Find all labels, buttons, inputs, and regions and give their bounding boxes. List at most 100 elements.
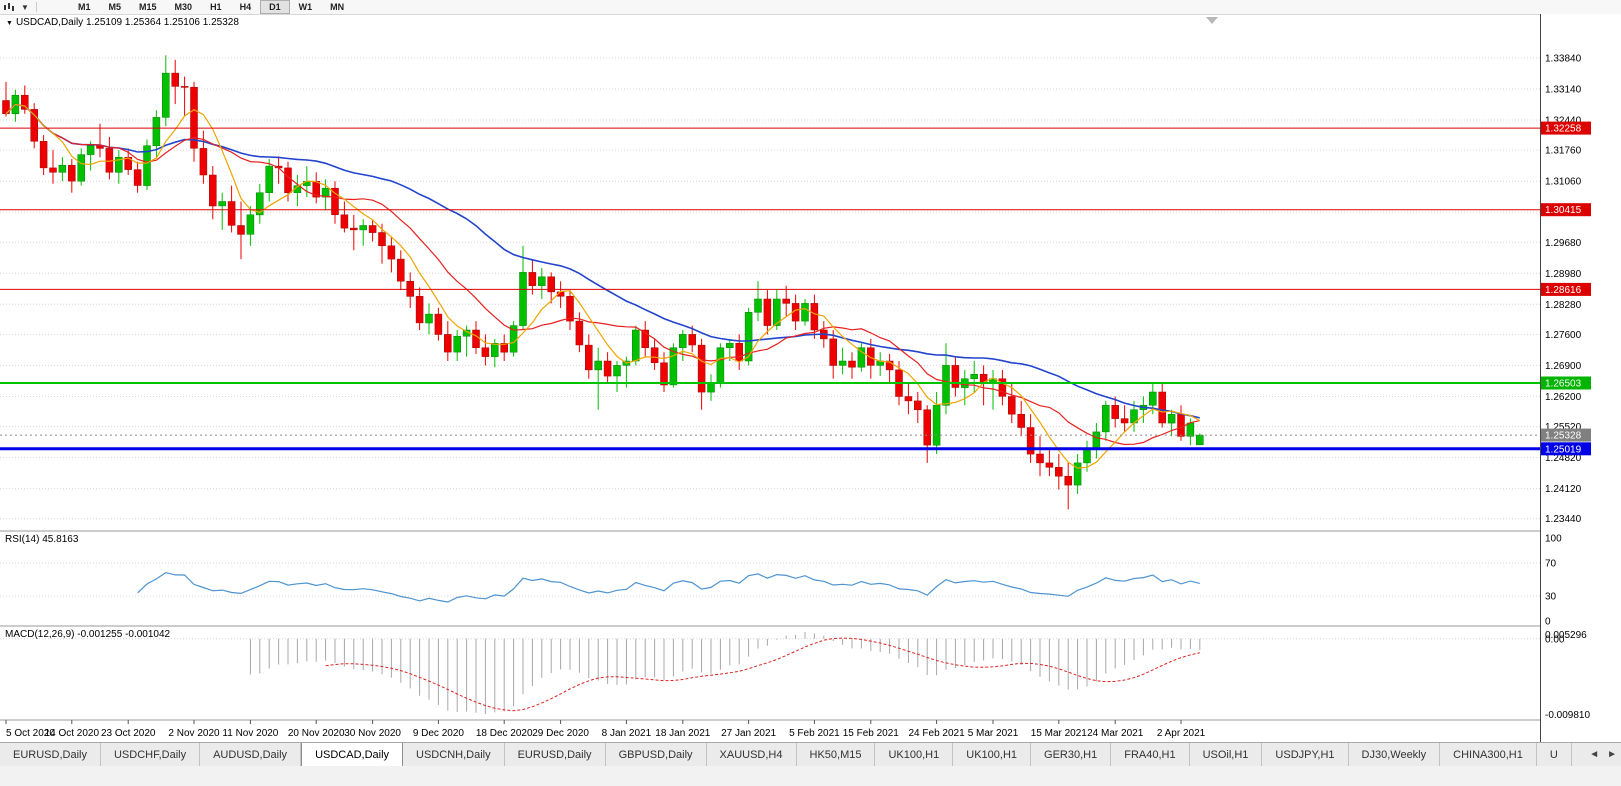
- svg-text:1.26503: 1.26503: [1545, 379, 1582, 390]
- svg-text:1.33840: 1.33840: [1545, 54, 1582, 65]
- svg-text:5 Mar 2021: 5 Mar 2021: [968, 728, 1019, 739]
- tab-eurusd-daily[interactable]: EURUSD,Daily: [0, 743, 101, 767]
- tab-usdcnh-daily[interactable]: USDCNH,Daily: [403, 743, 505, 767]
- tab-audusd-daily[interactable]: AUDUSD,Daily: [200, 743, 302, 767]
- timeframe-button-group: M1 M5 M15 M30 H1 H4 D1 W1 MN: [69, 0, 353, 14]
- tab-scroll-right-icon[interactable]: ►: [1607, 748, 1617, 760]
- timeframe-button-mn[interactable]: MN: [330, 2, 345, 12]
- window-bottom-strip: [0, 766, 1621, 786]
- svg-text:8 Jan 2021: 8 Jan 2021: [602, 728, 652, 739]
- ohlc-quote-line: 1.25109 1.25364 1.25106 1.25328: [85, 17, 239, 28]
- svg-text:1.25520: 1.25520: [1545, 422, 1582, 433]
- tab-usdchf-daily[interactable]: USDCHF,Daily: [100, 743, 201, 767]
- svg-text:5 Oct 2020: 5 Oct 2020: [6, 728, 55, 739]
- svg-text:1.31760: 1.31760: [1545, 146, 1582, 157]
- svg-text:29 Dec 2020: 29 Dec 2020: [532, 728, 589, 739]
- svg-text:27 Jan 2021: 27 Jan 2021: [721, 728, 776, 739]
- top-toolbar: ▼ M1 M5 M15 M30 H1 H4 D1 W1 MN: [0, 0, 1621, 15]
- chart-shift-marker-icon[interactable]: [1206, 17, 1218, 24]
- candles-layer: [2, 55, 1204, 510]
- svg-text:9 Dec 2020: 9 Dec 2020: [413, 728, 465, 739]
- timeframe-button-d1[interactable]: D1: [260, 0, 290, 14]
- tab-xauusd-h4[interactable]: XAUUSD,H4: [706, 743, 797, 767]
- chart-tabs: EURUSD,Daily USDCHF,Daily AUDUSD,Daily USDC…: [0, 743, 1572, 767]
- svg-text:24 Mar 2021: 24 Mar 2021: [1087, 728, 1144, 739]
- symbol-menu-icon[interactable]: ▼: [6, 20, 13, 27]
- svg-text:18 Jan 2021: 18 Jan 2021: [655, 728, 710, 739]
- svg-text:100: 100: [1545, 534, 1562, 545]
- tab-china300-h1[interactable]: CHINA300,H1: [1440, 743, 1537, 767]
- chart-window-icon[interactable]: [2, 1, 16, 13]
- svg-text:1.31060: 1.31060: [1545, 177, 1582, 188]
- macd-signal-line: [325, 637, 1200, 712]
- tab-eurusd-daily[interactable]: EURUSD,Daily: [504, 743, 606, 767]
- svg-text:1.33140: 1.33140: [1545, 85, 1582, 96]
- svg-text:1.24820: 1.24820: [1545, 453, 1582, 464]
- timeframe-button-w1[interactable]: W1: [298, 2, 313, 12]
- timeframe-button-m1[interactable]: M1: [78, 2, 91, 12]
- svg-text:1.32258: 1.32258: [1545, 124, 1582, 135]
- candlestick-glyph: [4, 2, 14, 11]
- svg-text:0: 0: [1545, 617, 1551, 628]
- svg-text:1.29680: 1.29680: [1545, 238, 1582, 249]
- timeframe-button-h1[interactable]: H1: [210, 2, 222, 12]
- svg-text:20 Nov 2020: 20 Nov 2020: [288, 728, 345, 739]
- svg-text:0.00: 0.00: [1545, 634, 1565, 645]
- macd-panel: [0, 625, 1621, 714]
- macd-indicator-label: MACD(12,26,9) -0.001255 -0.001042: [5, 629, 171, 640]
- svg-text:2 Apr 2021: 2 Apr 2021: [1157, 728, 1206, 739]
- svg-text:1.28280: 1.28280: [1545, 300, 1582, 311]
- svg-text:1.28980: 1.28980: [1545, 269, 1582, 280]
- tab-gbpusd-daily[interactable]: GBPUSD,Daily: [605, 743, 707, 767]
- svg-text:30 Nov 2020: 30 Nov 2020: [344, 728, 401, 739]
- tab-scroll-left-icon[interactable]: ◄: [1589, 748, 1600, 760]
- tab-fra40-h1[interactable]: FRA40,H1: [1111, 743, 1190, 767]
- tab-uk100-h1[interactable]: UK100,H1: [875, 743, 954, 767]
- svg-text:24 Feb 2021: 24 Feb 2021: [909, 728, 966, 739]
- svg-text:0.005296: 0.005296: [1545, 630, 1587, 641]
- svg-text:18 Dec 2020: 18 Dec 2020: [476, 728, 533, 739]
- rsi-panel: [0, 530, 1621, 603]
- tab-scroll-controls: ◄ ►: [1587, 742, 1619, 766]
- svg-text:1.24120: 1.24120: [1545, 484, 1582, 495]
- svg-text:1.27600: 1.27600: [1545, 330, 1582, 341]
- svg-text:1.30415: 1.30415: [1545, 205, 1582, 216]
- timeframe-button-m15[interactable]: M15: [139, 2, 157, 12]
- timeframe-button-m5[interactable]: M5: [108, 2, 122, 12]
- dropdown-arrow-icon[interactable]: ▼: [21, 2, 29, 12]
- svg-text:5 Feb 2021: 5 Feb 2021: [789, 728, 840, 739]
- rsi-indicator-label: RSI(14) 45.8163: [5, 534, 79, 545]
- svg-text:1.25328: 1.25328: [1545, 431, 1582, 442]
- tab-usdcad-daily[interactable]: USDCAD,Daily: [301, 743, 404, 767]
- svg-text:70: 70: [1545, 558, 1557, 569]
- svg-text:23 Oct 2020: 23 Oct 2020: [101, 728, 156, 739]
- svg-text:14 Oct 2020: 14 Oct 2020: [45, 728, 100, 739]
- tab-u[interactable]: U: [1536, 743, 1572, 767]
- symbol-label: USDCAD,Daily: [15, 17, 84, 28]
- svg-text:1.26200: 1.26200: [1545, 392, 1582, 403]
- toolbar-separator: [36, 2, 37, 12]
- chart-title: ▼ USDCAD,Daily 1.25109 1.25364 1.25106 1.…: [6, 17, 239, 28]
- timeframe-button-m30[interactable]: M30: [174, 2, 193, 12]
- svg-text:1.25019: 1.25019: [1545, 444, 1582, 455]
- rsi-line: [137, 571, 1200, 603]
- tab-uk100-h1[interactable]: UK100,H1: [953, 743, 1032, 767]
- svg-text:1.23440: 1.23440: [1545, 514, 1582, 525]
- timeframe-button-h4[interactable]: H4: [239, 2, 252, 12]
- tab-ger30-h1[interactable]: GER30,H1: [1031, 743, 1112, 767]
- svg-text:-0.009810: -0.009810: [1545, 710, 1590, 721]
- svg-text:30: 30: [1545, 592, 1557, 603]
- svg-text:1.32440: 1.32440: [1545, 116, 1582, 127]
- svg-text:15 Feb 2021: 15 Feb 2021: [843, 728, 900, 739]
- chart-tab-bar: EURUSD,Daily USDCHF,Daily AUDUSD,Daily USDC…: [0, 742, 1621, 767]
- tab-usdjpy-h1[interactable]: USDJPY,H1: [1262, 743, 1349, 767]
- svg-text:11 Nov 2020: 11 Nov 2020: [222, 728, 278, 739]
- tab-dj30-weekly[interactable]: DJ30,Weekly: [1348, 743, 1441, 767]
- tab-usoil-h1[interactable]: USOil,H1: [1189, 743, 1263, 767]
- horizontal-level-lines[interactable]: [0, 127, 1540, 451]
- svg-text:1.28616: 1.28616: [1545, 285, 1582, 296]
- tab-hk50-m15[interactable]: HK50,M15: [796, 743, 876, 767]
